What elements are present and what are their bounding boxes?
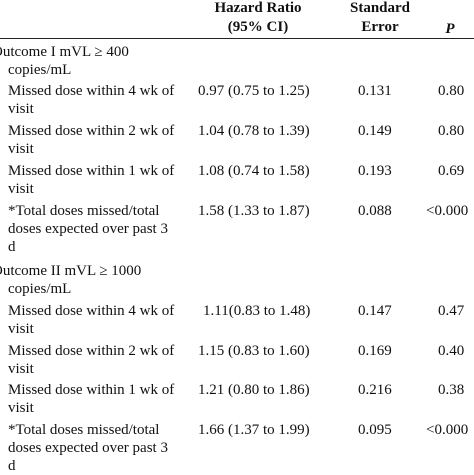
row-label: Missed dose within 2 wk of visit (8, 343, 175, 377)
p-value: 0.38 (438, 382, 465, 398)
p-value: 0.47 (438, 303, 465, 319)
hazard-ratio-value: 0.97 (0.75 to 1.25) (198, 83, 310, 99)
row-label: *Total doses missed/total doses expected… (8, 422, 168, 474)
row-label: Missed dose within 1 wk of visit (8, 382, 175, 416)
hazard-ratio-header: Hazard Ratio (95% CI) (196, 0, 320, 37)
p-value-header-label: P (445, 21, 455, 37)
hazard-ratio-value: 1.58 (1.33 to 1.87) (198, 203, 310, 219)
p-value: <0.000 (426, 422, 469, 438)
hazard-ratio-value: 1.66 (1.37 to 1.99) (198, 422, 310, 438)
standard-error-value: 0.088 (358, 203, 392, 219)
outcome-2-title-line1: Outcome II mVL ≥ 1000 (0, 263, 142, 279)
standard-error-value: 0.169 (358, 343, 392, 359)
standard-error-value: 0.095 (358, 422, 392, 438)
standard-error-header-line2: Error (361, 19, 399, 35)
p-value: 0.40 (438, 343, 465, 359)
standard-error-value: 0.131 (358, 83, 392, 99)
standard-error-value: 0.216 (358, 382, 392, 398)
hazard-ratio-value: 1.04 (0.78 to 1.39) (198, 123, 310, 139)
p-value: <0.000 (426, 203, 469, 219)
outcome-1-title-line2: copies/mL (8, 62, 72, 78)
hazard-ratio-value: 1.11(0.83 to 1.48) (203, 303, 311, 319)
standard-error-value: 0.147 (358, 303, 392, 319)
row-label: Missed dose within 4 wk of visit (8, 83, 175, 117)
row-label: Missed dose within 4 wk of visit (8, 303, 175, 337)
row-label: *Total doses missed/total doses expected… (8, 203, 168, 255)
outcome-1-title-line1: Outcome I mVL ≥ 400 (0, 44, 129, 60)
hazard-ratio-header-line1: Hazard Ratio (214, 0, 302, 16)
header-rule (0, 38, 474, 39)
hazard-ratio-value: 1.21 (0.80 to 1.86) (198, 382, 310, 398)
row-label: Missed dose within 1 wk of visit (8, 163, 175, 197)
hazard-ratio-value: 1.08 (0.74 to 1.58) (198, 163, 310, 179)
p-value: 0.80 (438, 123, 465, 139)
hazard-ratio-value: 1.15 (0.83 to 1.60) (198, 343, 310, 359)
p-value-header: P (430, 20, 470, 39)
p-value: 0.80 (438, 83, 465, 99)
hazard-ratio-header-line2: (95% CI) (227, 19, 289, 35)
p-value: 0.69 (438, 163, 465, 179)
outcome-2-title-line2: copies/mL (8, 281, 72, 297)
row-label: Missed dose within 2 wk of visit (8, 123, 175, 157)
standard-error-header: Standard Error (340, 0, 420, 37)
outcome-2-title: Outcome II mVL ≥ 1000 copies/mL (0, 262, 192, 298)
standard-error-value: 0.193 (358, 163, 392, 179)
outcome-1-title: Outcome I mVL ≥ 400 copies/mL (0, 43, 192, 79)
standard-error-value: 0.149 (358, 123, 392, 139)
standard-error-header-line1: Standard (349, 0, 411, 16)
